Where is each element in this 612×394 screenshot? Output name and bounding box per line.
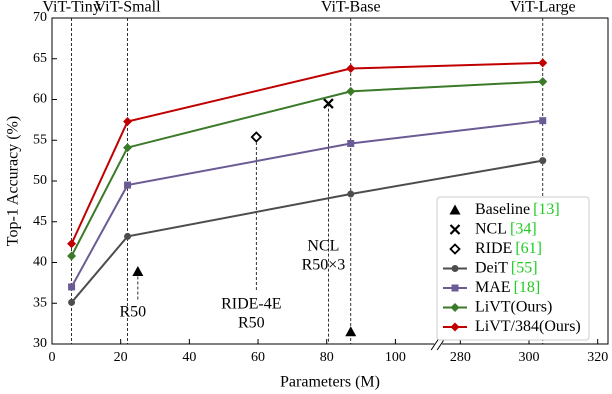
legend-marker: [451, 265, 459, 272]
series-line: [70, 159, 543, 304]
point: [346, 86, 356, 96]
model-label: ViT-Tiny: [42, 0, 100, 16]
point: [123, 143, 133, 153]
x-tick-label: 0: [49, 350, 56, 365]
x-tick-label: 20: [114, 350, 128, 365]
point: [538, 77, 548, 87]
x-tick-label: 300: [519, 350, 540, 365]
legend-marker: [450, 303, 460, 312]
x-tick-label: 80: [320, 350, 334, 365]
legend-label: LiVT/384(Ours): [475, 318, 581, 335]
point: [346, 64, 356, 74]
legend-marker: [449, 224, 461, 235]
point: [323, 98, 334, 109]
point: [68, 283, 76, 291]
y-tick-label: 50: [33, 173, 47, 188]
plot-frame: [51, 17, 609, 345]
point: [68, 298, 76, 306]
legend-label: NCL [34]: [475, 220, 537, 237]
legend-ref: [34]: [510, 220, 537, 237]
x-axis-label: Parameters (M): [280, 374, 380, 391]
model-label: ViT-Large: [510, 0, 576, 16]
point: [67, 251, 77, 261]
y-tick-label: 45: [33, 214, 47, 229]
legend-name: NCL: [475, 220, 507, 237]
point: [123, 117, 133, 127]
y-tick-label: 40: [33, 255, 47, 270]
x-tick-label: 320: [587, 350, 608, 365]
annotation: R50: [238, 315, 265, 332]
annotation: R50: [120, 304, 147, 321]
legend-entry: RIDE [61]: [449, 240, 542, 257]
legend-marker: [449, 243, 461, 255]
point: [539, 157, 547, 165]
model-label: ViT-Small: [95, 0, 162, 16]
point: [347, 140, 355, 148]
legend-label: LiVT(Ours): [475, 298, 552, 315]
legend-label: RIDE [61]: [475, 240, 542, 257]
x-tick-label: 100: [385, 350, 406, 365]
point: [124, 181, 132, 189]
y-tick-label: 60: [33, 92, 47, 107]
series-line: [70, 80, 543, 257]
point: [345, 326, 357, 337]
x-tick-label: 60: [251, 350, 265, 365]
axis-break: [430, 337, 440, 351]
legend-ref: [13]: [533, 201, 560, 218]
annotation: NCL: [307, 238, 339, 255]
legend-marker: [451, 284, 459, 292]
legend-entry: DeiT [55]: [443, 259, 538, 276]
legend-ref: [61]: [515, 240, 542, 257]
x-tick-label: 40: [182, 350, 196, 365]
legend-ref: [18]: [514, 279, 541, 296]
legend-name: MAE: [475, 279, 511, 296]
legend-entry: LiVT(Ours): [443, 298, 552, 315]
point: [347, 190, 355, 198]
legend-entry: LiVT/384(Ours): [443, 318, 581, 335]
legend-name: LiVT/384(Ours): [475, 318, 581, 335]
model-label: ViT-Base: [321, 0, 381, 16]
legend-entry: NCL [34]: [449, 220, 537, 237]
point: [124, 232, 132, 240]
annotation: R50×3: [302, 257, 346, 274]
legend-label: Baseline [13]: [475, 201, 560, 218]
y-tick-label: 70: [33, 10, 47, 25]
legend-label: DeiT [55]: [475, 259, 538, 276]
point: [250, 131, 263, 143]
legend-entry: Baseline [13]: [449, 201, 560, 218]
legend-ref: [55]: [511, 259, 538, 276]
y-tick-label: 55: [33, 132, 47, 147]
legend-name: LiVT(Ours): [475, 298, 552, 315]
point: [67, 239, 77, 249]
legend-name: DeiT: [475, 259, 508, 276]
annotation: RIDE-4E: [221, 296, 281, 313]
y-tick-label: 65: [33, 51, 47, 66]
legend-label: MAE [18]: [475, 279, 540, 296]
y-axis-label: Top-1 Accuracy (%): [5, 116, 22, 246]
series-line: [70, 119, 543, 288]
legend-entry: MAE [18]: [443, 279, 540, 296]
x-tick-label: 280: [450, 350, 471, 365]
legend-marker: [450, 322, 460, 332]
y-tick-label: 35: [33, 295, 47, 310]
legend-marker: [449, 204, 461, 215]
legend-name: Baseline: [475, 201, 530, 218]
legend-name: RIDE: [475, 240, 512, 257]
point: [132, 265, 144, 276]
point: [538, 58, 548, 68]
legend-box: [436, 196, 590, 341]
series-line: [70, 61, 543, 245]
y-tick-label: 30: [33, 336, 47, 351]
point: [539, 117, 547, 125]
break-mask: [434, 341, 443, 347]
